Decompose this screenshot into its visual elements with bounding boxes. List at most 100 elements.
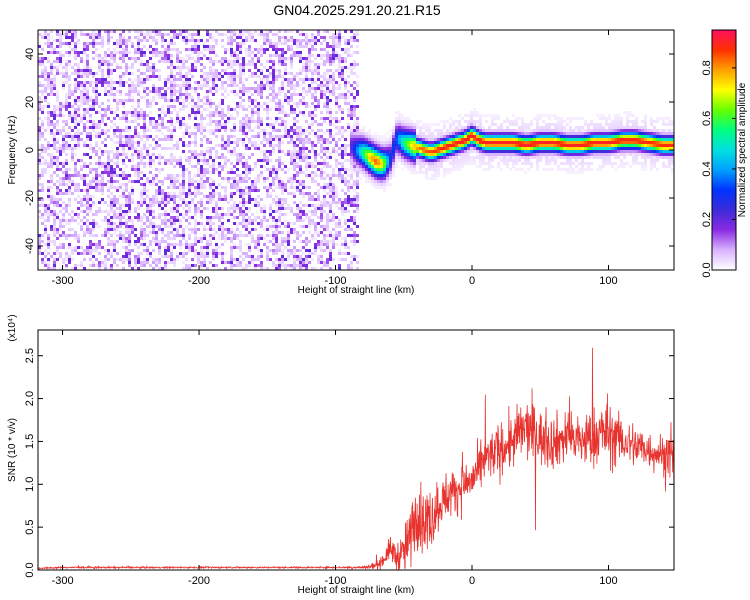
heatmap-cell [371, 156, 374, 159]
heatmap-cell [83, 216, 86, 219]
heatmap-cell [230, 207, 233, 210]
heatmap-cell [371, 138, 374, 141]
heatmap-cell [329, 141, 332, 144]
heatmap-cell [119, 39, 122, 42]
heatmap-cell [308, 87, 311, 90]
heatmap-cell [44, 117, 47, 120]
heatmap-cell [287, 81, 290, 84]
heatmap-cell [212, 234, 215, 237]
heatmap-cell [209, 138, 212, 141]
heatmap-cell [299, 225, 302, 228]
heatmap-cell [395, 132, 398, 135]
heatmap-cell [326, 78, 329, 81]
heatmap-cell [356, 93, 359, 96]
heatmap-cell [221, 225, 224, 228]
heatmap-cell [155, 135, 158, 138]
heatmap-cell [44, 249, 47, 252]
heatmap-cell [359, 132, 362, 135]
heatmap-cell [200, 87, 203, 90]
heatmap-cell [227, 228, 230, 231]
heatmap-cell [128, 111, 131, 114]
heatmap-cell [191, 228, 194, 231]
heatmap-cell [350, 126, 353, 129]
heatmap-cell [368, 135, 371, 138]
heatmap-cell [185, 156, 188, 159]
heatmap-cell [302, 99, 305, 102]
heatmap-cell [284, 237, 287, 240]
heatmap-cell [353, 87, 356, 90]
heatmap-cell [260, 261, 263, 264]
heatmap-cell [266, 255, 269, 258]
heatmap-cell [218, 144, 221, 147]
heatmap-cell [89, 36, 92, 39]
heatmap-cell [137, 114, 140, 117]
heatmap-cell [167, 231, 170, 234]
heatmap-cell [323, 198, 326, 201]
heatmap-cell [341, 69, 344, 72]
heatmap-cell [143, 36, 146, 39]
heatmap-cell [140, 72, 143, 75]
heatmap-cell [389, 153, 392, 156]
heatmap-cell [356, 207, 359, 210]
heatmap-cell [113, 123, 116, 126]
heatmap-cell [269, 171, 272, 174]
heatmap-cell [326, 138, 329, 141]
heatmap-cell [143, 243, 146, 246]
heatmap-cell [287, 255, 290, 258]
heatmap-cell [302, 102, 305, 105]
heatmap-cell [185, 252, 188, 255]
heatmap-cell [275, 51, 278, 54]
heatmap-cell [74, 165, 77, 168]
heatmap-cell [347, 210, 350, 213]
heatmap-cell [185, 81, 188, 84]
heatmap-cell [323, 102, 326, 105]
heatmap-cell [305, 237, 308, 240]
heatmap-cell [269, 195, 272, 198]
heatmap-cell [245, 30, 248, 33]
heatmap-cell [350, 240, 353, 243]
heatmap-cell [113, 198, 116, 201]
heatmap-cell [335, 189, 338, 192]
heatmap-cell [128, 93, 131, 96]
heatmap-cell [47, 123, 50, 126]
heatmap-cell [320, 243, 323, 246]
heatmap-cell [146, 189, 149, 192]
heatmap-cell [290, 63, 293, 66]
heatmap-cell [272, 54, 275, 57]
heatmap-cell [272, 138, 275, 141]
heatmap-cell [395, 159, 398, 162]
heatmap-cell [371, 150, 374, 153]
heatmap-cell [158, 93, 161, 96]
heatmap-cell [224, 234, 227, 237]
heatmap-cell [209, 219, 212, 222]
heatmap-cell [110, 171, 113, 174]
heatmap-cell [98, 132, 101, 135]
heatmap-cell [332, 54, 335, 57]
heatmap-cell [47, 153, 50, 156]
heatmap-cell [158, 228, 161, 231]
heatmap-cell [176, 231, 179, 234]
heatmap-cell [68, 135, 71, 138]
heatmap-cell [248, 264, 251, 267]
heatmap-cell [209, 186, 212, 189]
heatmap-cell [47, 78, 50, 81]
heatmap-cell [326, 60, 329, 63]
heatmap-cell [182, 261, 185, 264]
heatmap-cell [62, 33, 65, 36]
heatmap-cell [284, 135, 287, 138]
heatmap-cell [38, 45, 41, 48]
heatmap-cell [44, 210, 47, 213]
heatmap-cell [104, 132, 107, 135]
heatmap-cell [203, 180, 206, 183]
heatmap-cell [248, 75, 251, 78]
heatmap-cell [260, 129, 263, 132]
heatmap-cell [302, 240, 305, 243]
heatmap-cell [275, 54, 278, 57]
heatmap-cell [398, 147, 401, 150]
heatmap-cell [197, 174, 200, 177]
heatmap-cell [200, 210, 203, 213]
heatmap-cell [320, 174, 323, 177]
heatmap-cell [353, 258, 356, 261]
heatmap-cell [179, 72, 182, 75]
heatmap-cell [257, 87, 260, 90]
